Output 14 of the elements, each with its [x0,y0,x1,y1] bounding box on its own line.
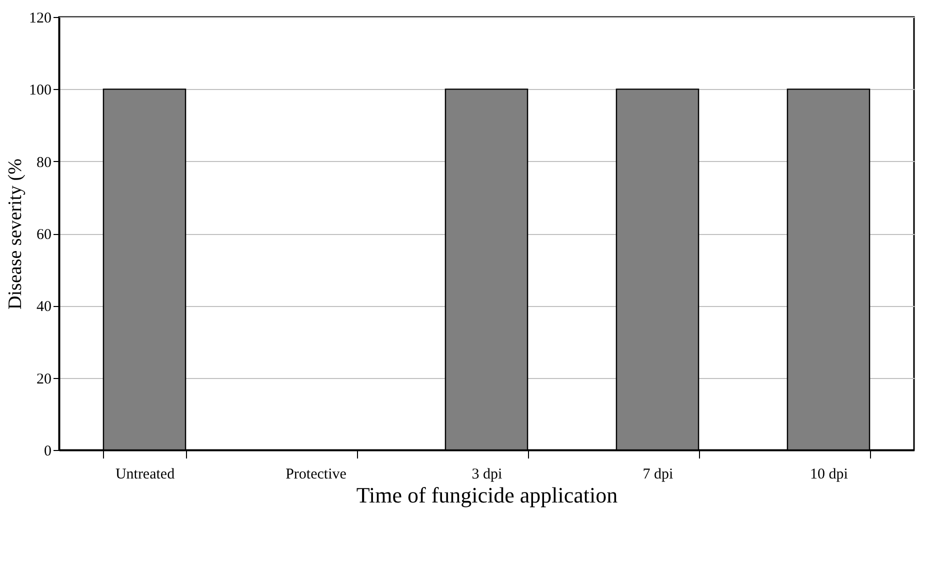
x-tick-label: Protective [286,466,347,482]
x-axis-title: Time of fungicide application [356,482,618,508]
x-tick-label: 3 dpi [472,466,502,482]
y-tick-label: 40 [36,299,52,316]
y-tick-label: 80 [36,154,52,171]
y-axis-title: Disease severity (% [5,158,26,310]
x-tick-label: 10 dpi [810,466,848,482]
y-tick-label: 100 [29,82,52,99]
x-tick-label: 7 dpi [642,466,674,482]
y-tick-label: 0 [44,444,52,460]
x-tick-label: Untreated [115,466,176,482]
y-tick-label: 60 [36,227,52,243]
y-tick-label: 120 [29,10,52,26]
y-tick-label: 20 [36,371,52,388]
